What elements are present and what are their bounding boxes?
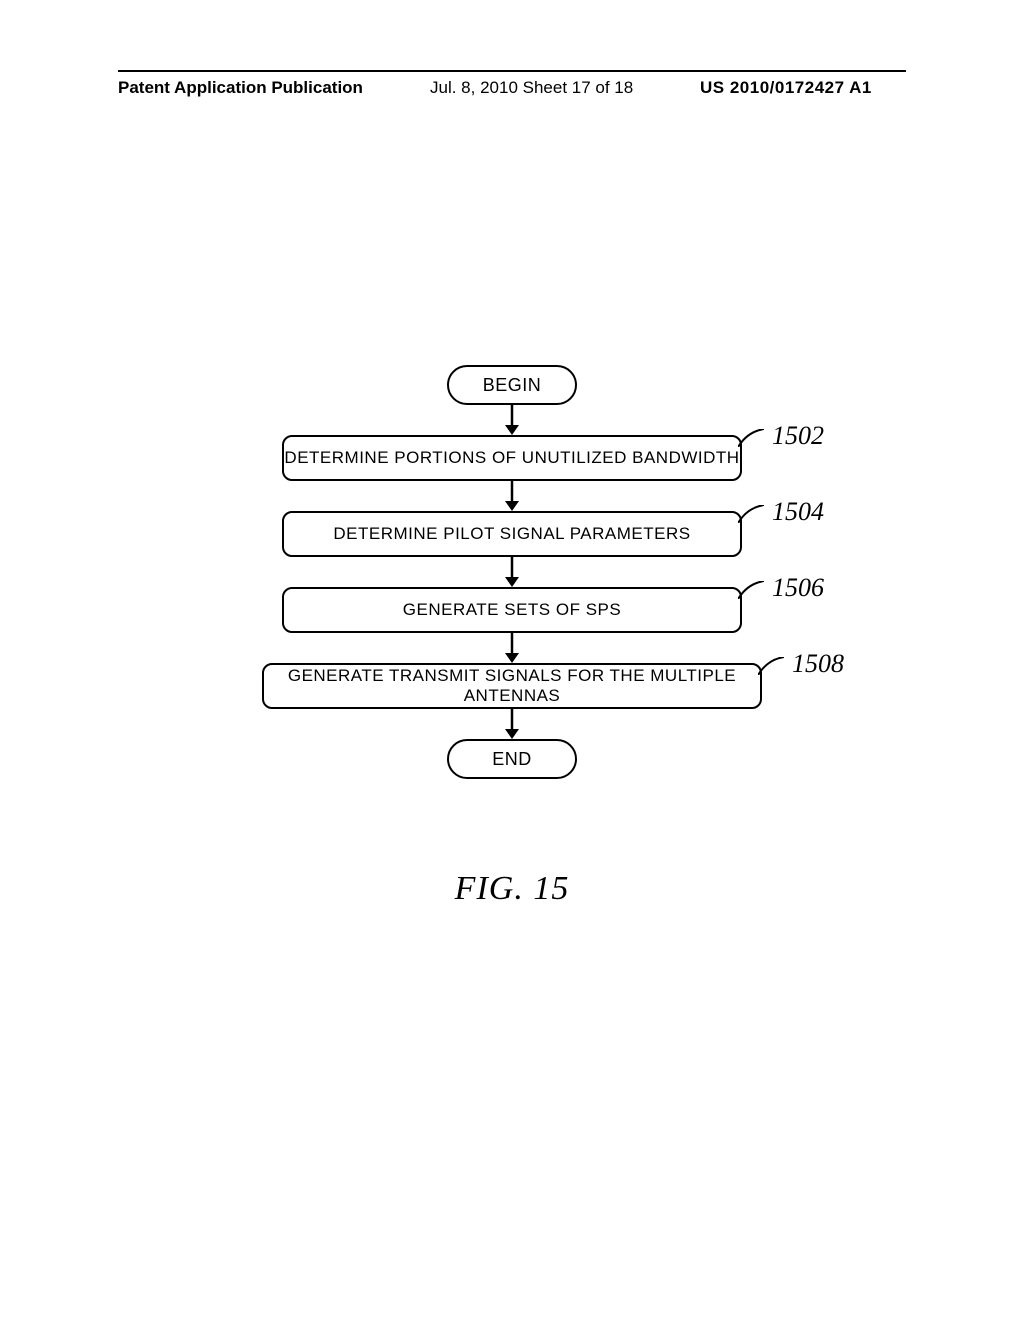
process-step: GENERATE TRANSMIT SIGNALS FOR THE MULTIP… bbox=[262, 663, 762, 709]
header-center: Jul. 8, 2010 Sheet 17 of 18 bbox=[430, 78, 633, 98]
process-box: GENERATE SETS OF SPS bbox=[282, 587, 742, 633]
header-right: US 2010/0172427 A1 bbox=[700, 78, 872, 98]
header-rule bbox=[118, 70, 906, 72]
ref-label: 1502 bbox=[772, 421, 824, 451]
figure-caption: FIG. 15 bbox=[0, 870, 1024, 908]
process-box: DETERMINE PORTIONS OF UNUTILIZED BANDWID… bbox=[282, 435, 742, 481]
process-step: DETERMINE PORTIONS OF UNUTILIZED BANDWID… bbox=[282, 435, 742, 481]
ref-leader bbox=[738, 581, 764, 604]
flow-arrow bbox=[504, 481, 520, 511]
flow-arrow bbox=[504, 633, 520, 663]
process-step: GENERATE SETS OF SPS 1506 bbox=[282, 587, 742, 633]
ref-label: 1506 bbox=[772, 573, 824, 603]
flow-arrow bbox=[504, 557, 520, 587]
flow-arrow bbox=[504, 709, 520, 739]
flow-arrow bbox=[504, 405, 520, 435]
process-box: DETERMINE PILOT SIGNAL PARAMETERS bbox=[282, 511, 742, 557]
process-step: DETERMINE PILOT SIGNAL PARAMETERS 1504 bbox=[282, 511, 742, 557]
ref-leader bbox=[758, 657, 784, 680]
ref-leader bbox=[738, 429, 764, 452]
header-left: Patent Application Publication bbox=[118, 78, 363, 98]
terminator-end: END bbox=[447, 739, 577, 779]
ref-label: 1508 bbox=[792, 649, 844, 679]
ref-label: 1504 bbox=[772, 497, 824, 527]
process-box: GENERATE TRANSMIT SIGNALS FOR THE MULTIP… bbox=[262, 663, 762, 709]
terminator-begin: BEGIN bbox=[447, 365, 577, 405]
flowchart: BEGIN DETERMINE PORTIONS OF UNUTILIZED B… bbox=[0, 365, 1024, 779]
ref-leader bbox=[738, 505, 764, 528]
